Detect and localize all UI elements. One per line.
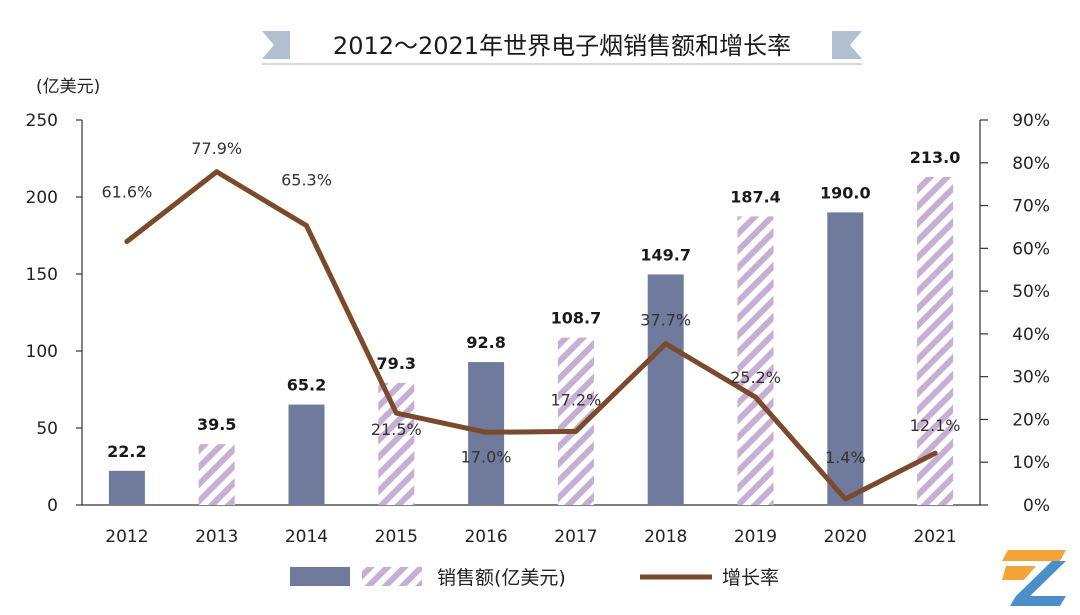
right-tick-label: 90% xyxy=(1012,111,1050,131)
x-tick-label: 2015 xyxy=(375,527,418,547)
bar-2012 xyxy=(108,470,145,505)
left-tick-label: 50 xyxy=(36,419,58,439)
x-tick-label: 2021 xyxy=(913,527,956,547)
legend-label-growth: 增长率 xyxy=(722,567,779,589)
bar-value-label: 79.3 xyxy=(377,354,416,373)
x-tick-label: 2018 xyxy=(644,527,687,547)
right-tick-label: 20% xyxy=(1012,410,1050,430)
growth-rate-point xyxy=(124,238,130,244)
bar-value-label: 149.7 xyxy=(640,245,691,264)
growth-line-layer xyxy=(124,169,938,502)
left-tick-label: 0 xyxy=(47,496,58,516)
growth-rate-label: 1.4% xyxy=(825,448,866,467)
right-tick-label: 30% xyxy=(1012,368,1050,388)
growth-rate-label: 25.2% xyxy=(730,368,781,387)
growth-rate-point xyxy=(842,496,848,502)
x-tick-label: 2020 xyxy=(824,527,867,547)
bar-2019 xyxy=(737,216,774,506)
bar-2015 xyxy=(378,382,415,505)
right-tick-label: 40% xyxy=(1012,325,1050,345)
bar-value-label: 39.5 xyxy=(197,415,236,434)
right-tick-label: 50% xyxy=(1012,282,1050,302)
x-tick-label: 2017 xyxy=(554,527,597,547)
title-ribbon-left xyxy=(262,31,290,59)
bar-value-label: 108.7 xyxy=(551,309,602,328)
logo-top-bar xyxy=(1002,550,1066,561)
bar-2018 xyxy=(647,274,684,505)
bar-value-label: 22.2 xyxy=(107,442,146,461)
bar-value-label: 213.0 xyxy=(910,148,961,167)
right-tick-label: 80% xyxy=(1012,154,1050,174)
left-tick-label: 200 xyxy=(26,188,58,208)
logo-bottom-bar xyxy=(1010,596,1066,606)
right-tick-label: 70% xyxy=(1012,197,1050,217)
legend-swatch-hatch xyxy=(362,567,422,586)
growth-rate-label: 61.6% xyxy=(101,182,152,201)
growth-rate-label: 17.0% xyxy=(461,447,512,466)
growth-rate-point xyxy=(304,223,309,229)
growth-rate-point xyxy=(214,169,220,175)
logo-diagonal xyxy=(1016,561,1066,596)
logo xyxy=(1002,550,1066,606)
left-tick-label: 250 xyxy=(26,111,58,131)
x-tick-label: 2019 xyxy=(734,527,777,547)
x-tick-label: 2016 xyxy=(464,527,507,547)
x-tick-label: 2012 xyxy=(105,527,148,547)
legend: 销售额(亿美元) 增长率 xyxy=(290,567,779,589)
growth-rate-line xyxy=(124,169,938,502)
bar-labels: 22.2 39.5 65.2 79.3 92.8 108.7 149.7 187.4 190.0… xyxy=(107,148,960,461)
axes: 0 50 100 150 200 250 0% 10% 20% 30% 40% 50% 60% 70% 80… xyxy=(26,111,1050,547)
bar-2014 xyxy=(288,404,325,505)
right-tick-label: 0% xyxy=(1023,496,1050,516)
chart-title: 2012～2021年世界电子烟销售额和增长率 xyxy=(333,32,791,60)
x-tick-label: 2013 xyxy=(195,527,238,547)
right-tick-label: 10% xyxy=(1012,453,1050,473)
growth-rate-label: 12.1% xyxy=(910,416,961,435)
growth-rate-label: 65.3% xyxy=(281,171,332,190)
bar-2021 xyxy=(917,176,954,506)
bar-value-label: 190.0 xyxy=(820,183,871,202)
growth-rate-point xyxy=(573,428,579,434)
right-tick-label: 60% xyxy=(1012,239,1050,259)
x-tick-label: 2014 xyxy=(285,527,328,547)
growth-rate-label: 21.5% xyxy=(371,420,422,439)
bar-2020 xyxy=(827,212,864,505)
title-banner: 2012～2021年世界电子烟销售额和增长率 xyxy=(262,31,862,65)
logo-accent xyxy=(1002,566,1036,580)
legend-swatch-solid xyxy=(290,567,350,586)
growth-rate-point xyxy=(393,410,399,416)
bar-value-label: 65.2 xyxy=(287,376,326,395)
growth-rate-point xyxy=(483,429,489,435)
growth-rate-point xyxy=(753,394,758,400)
left-axis-unit: (亿美元) xyxy=(36,77,100,97)
legend-label-sales: 销售额(亿美元) xyxy=(437,567,566,589)
growth-rate-label: 37.7% xyxy=(640,311,691,330)
left-tick-label: 100 xyxy=(26,342,58,362)
growth-rate-label: 77.9% xyxy=(191,139,242,158)
growth-rate-point xyxy=(663,341,669,347)
left-tick-label: 150 xyxy=(26,265,58,285)
growth-rate-label: 17.2% xyxy=(550,390,601,409)
bar-value-label: 92.8 xyxy=(466,333,505,352)
bar-value-label: 187.4 xyxy=(730,187,781,206)
bar-2013 xyxy=(198,444,235,505)
bars xyxy=(108,176,954,506)
title-ribbon-right xyxy=(832,31,862,59)
growth-rate-point xyxy=(932,450,938,456)
rate-labels: 61.6% 77.9% 65.3% 21.5% 17.0% 17.2% 37.7% 25.2%… xyxy=(101,139,960,467)
